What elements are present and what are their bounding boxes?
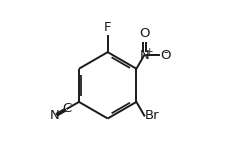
Text: Br: Br xyxy=(144,109,159,122)
Text: -: - xyxy=(163,46,167,59)
Text: N: N xyxy=(50,109,59,122)
Text: O: O xyxy=(138,27,149,40)
Text: N: N xyxy=(139,49,148,62)
Text: C: C xyxy=(62,102,72,115)
Text: F: F xyxy=(104,21,111,34)
Text: +: + xyxy=(145,47,152,56)
Text: O: O xyxy=(159,49,170,62)
